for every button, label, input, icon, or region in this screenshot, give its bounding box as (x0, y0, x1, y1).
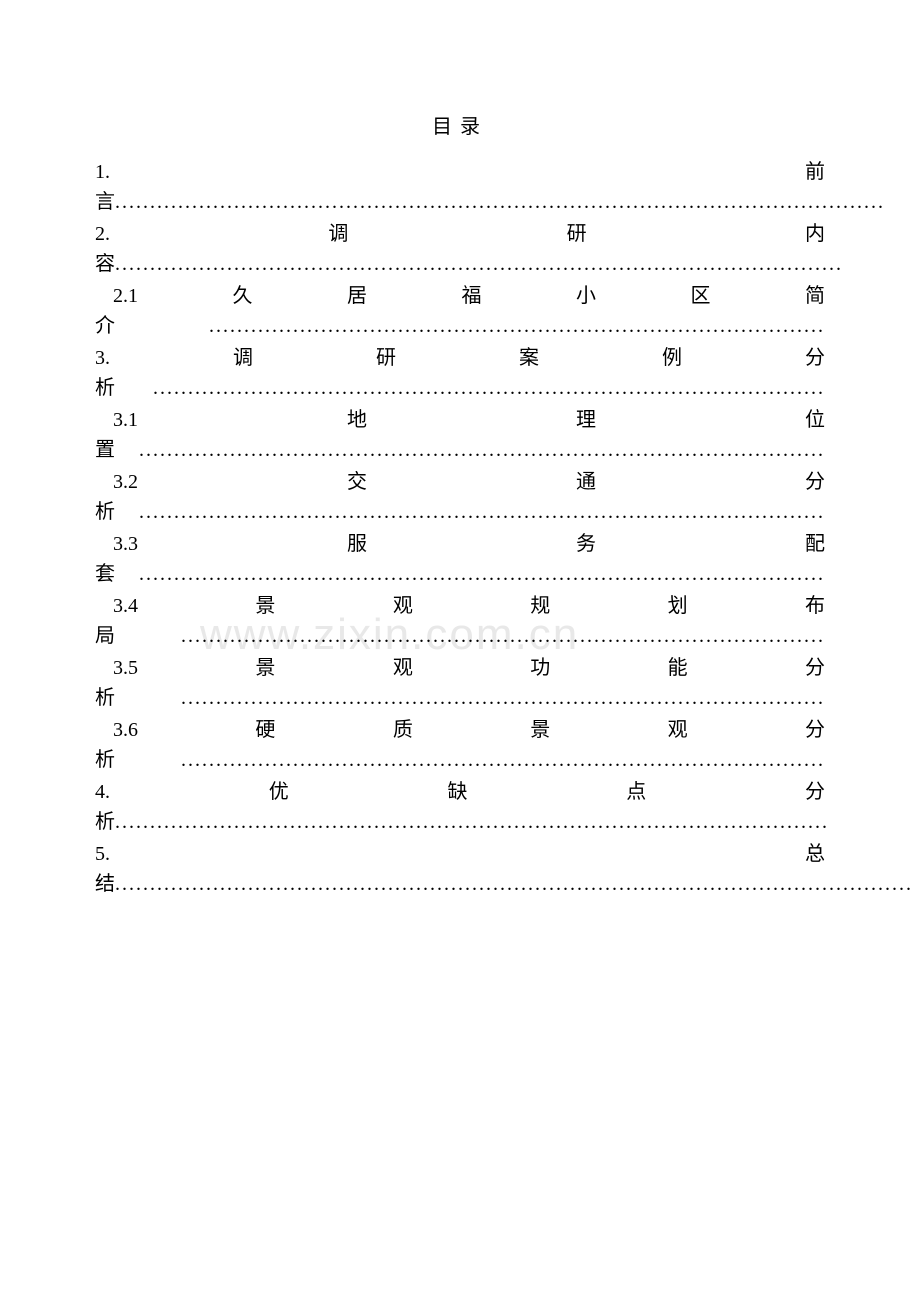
toc-text-char: 分 (805, 719, 825, 741)
toc-text: 久 (138, 285, 347, 307)
toc-number: 2. (95, 223, 110, 245)
toc-number: 3.4 (95, 595, 138, 617)
toc-text-char: 套 (95, 563, 139, 585)
toc-text: 服 (138, 533, 576, 555)
toc-dots: ........................................… (139, 501, 825, 523)
toc-text-char: 福 (462, 285, 577, 307)
toc-entry: 1.前言....................................… (95, 157, 825, 217)
toc-text-char: 观 (668, 719, 805, 741)
toc-text-char: 理 (576, 409, 805, 431)
toc-entry: 3.2交通分析.................................… (95, 467, 825, 527)
toc-text-char: 案 (519, 347, 662, 369)
toc-text-char: 观 (393, 657, 530, 679)
toc-text-char: 分 (805, 781, 825, 803)
toc-number: 4. (95, 781, 110, 803)
toc-text-char: 划 (668, 595, 805, 617)
toc-number: 2.1 (95, 285, 138, 307)
toc-text-char: 介 (95, 315, 209, 337)
toc-text: 地 (138, 409, 576, 431)
toc-text-char: 析 (95, 749, 181, 771)
toc-number: 3.2 (95, 471, 138, 493)
toc-text-char: 析 (95, 501, 139, 523)
toc-text-char: 小 (576, 285, 691, 307)
toc-entry: 5.总结....................................… (95, 839, 825, 899)
toc-entry: 2.调研内容..................................… (95, 219, 825, 279)
toc-text-char: 功 (530, 657, 667, 679)
toc-dots: ........................................… (115, 811, 829, 833)
toc-text: 交 (138, 471, 576, 493)
toc-dots: ........................................… (115, 253, 843, 275)
toc-number: 3.6 (95, 719, 138, 741)
toc-text: 调 (110, 223, 567, 245)
toc-text-char: 研 (567, 223, 805, 245)
toc-text-char: 位 (805, 409, 825, 431)
toc-text: 前 (110, 161, 825, 183)
toc-text-char: 析 (95, 377, 153, 399)
toc-number: 3.5 (95, 657, 138, 679)
toc-text-char: 通 (576, 471, 805, 493)
toc-text-char: 例 (662, 347, 805, 369)
toc-text: 优 (110, 781, 448, 803)
toc-text: 景 (138, 657, 393, 679)
toc-text-char: 容 (95, 253, 115, 275)
toc-entry: 3.6硬质景观分析...............................… (95, 715, 825, 775)
toc-number: 3.3 (95, 533, 138, 555)
toc-text-char: 局 (95, 625, 181, 647)
toc-entry: 3.4景观规划布局...............................… (95, 591, 825, 651)
toc-text: 硬 (138, 719, 393, 741)
toc-entry: 2.1久居福小区简介..............................… (95, 281, 825, 341)
toc-container: 1.前言....................................… (95, 157, 825, 899)
toc-text-char: 研 (376, 347, 519, 369)
toc-text-char: 分 (805, 471, 825, 493)
toc-text-char: 布 (805, 595, 825, 617)
toc-title: 目录 (95, 110, 825, 139)
toc-text-char: 区 (691, 285, 806, 307)
toc-number: 1. (95, 161, 110, 183)
toc-text-char: 析 (95, 687, 181, 709)
toc-text: 景 (138, 595, 393, 617)
toc-text-char: 景 (530, 719, 667, 741)
toc-entry: 3.1地理位置.................................… (95, 405, 825, 465)
toc-dots: ........................................… (181, 749, 825, 771)
toc-text-char: 规 (530, 595, 667, 617)
toc-number: 5. (95, 843, 110, 865)
toc-entry: 3.调研案例分析................................… (95, 343, 825, 403)
toc-entry: 3.3服务配套.................................… (95, 529, 825, 589)
toc-number: 3. (95, 347, 110, 369)
toc-text-char: 分 (805, 347, 825, 369)
toc-text-char: 能 (668, 657, 805, 679)
toc-text-char: 析 (95, 811, 115, 833)
toc-dots: ........................................… (115, 191, 885, 213)
toc-text-char: 点 (626, 781, 805, 803)
toc-dots: ........................................… (115, 873, 913, 895)
toc-text-char: 言 (95, 191, 115, 213)
toc-dots: ........................................… (209, 315, 825, 337)
toc-text-char: 分 (805, 657, 825, 679)
toc-dots: ........................................… (153, 377, 825, 399)
toc-text: 调 (110, 347, 376, 369)
toc-text-char: 务 (576, 533, 805, 555)
toc-text-char: 居 (347, 285, 462, 307)
toc-text-char: 简 (805, 285, 825, 307)
toc-dots: ........................................… (139, 563, 825, 585)
toc-text-char: 置 (95, 439, 139, 461)
toc-text-char: 质 (393, 719, 530, 741)
toc-entry: 3.5景观功能分析...............................… (95, 653, 825, 713)
toc-text: 总 (110, 843, 825, 865)
toc-text-char: 内 (805, 223, 825, 245)
toc-number: 3.1 (95, 409, 138, 431)
toc-text-char: 缺 (448, 781, 627, 803)
toc-text-char: 结 (95, 873, 115, 895)
toc-text-char: 观 (393, 595, 530, 617)
toc-dots: ........................................… (181, 687, 825, 709)
toc-dots: ........................................… (181, 625, 825, 647)
toc-entry: 4.优缺点分析.................................… (95, 777, 825, 837)
toc-dots: ........................................… (139, 439, 825, 461)
toc-text-char: 配 (805, 533, 825, 555)
